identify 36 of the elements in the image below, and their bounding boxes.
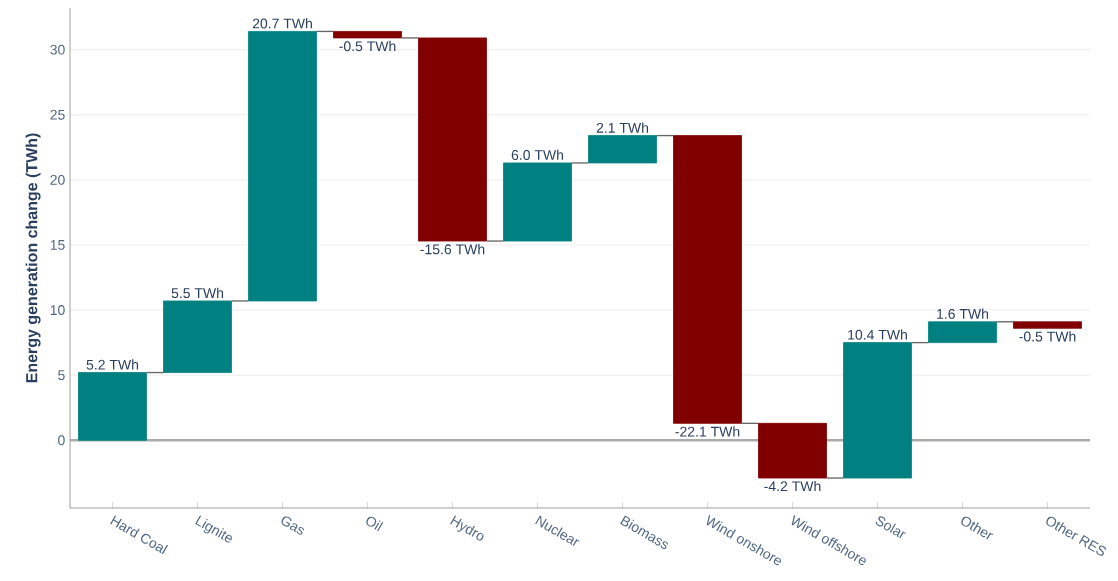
y-tick-label: 25: [50, 109, 65, 120]
y-tick-label: 30: [50, 44, 65, 55]
y-tick-label: 5: [58, 370, 65, 381]
x-tick-label: Solar: [875, 516, 906, 539]
bar: [248, 31, 317, 302]
data-label: 5.2 TWh: [86, 359, 139, 370]
data-label: 1.6 TWh: [937, 308, 989, 319]
y-tick-label: 10: [50, 305, 65, 316]
x-tick-label: Oil: [366, 516, 384, 532]
data-label: 10.4 TWh: [848, 329, 907, 340]
bar: [673, 135, 742, 424]
y-tick-label: 0: [58, 435, 65, 446]
data-label: 2.1 TWh: [596, 122, 649, 133]
bar: [333, 31, 402, 39]
bar: [843, 342, 912, 479]
y-tick-label: 20: [50, 174, 65, 185]
y-axis-title: Energy generation change (TWh): [25, 133, 41, 383]
bar: [758, 422, 827, 479]
data-label: -0.5 TWh: [339, 40, 396, 52]
y-tick-label: 15: [50, 240, 65, 250]
bar: [78, 372, 147, 441]
data-label: 5.5 TWh: [171, 287, 224, 299]
data-label: -22.1 TWh: [675, 426, 740, 437]
bar: [588, 135, 657, 164]
x-tick-label: Gas: [281, 516, 304, 535]
bar: [503, 162, 572, 242]
data-label: -15.6 TWh: [420, 244, 485, 255]
data-label: 6.0 TWh: [511, 149, 564, 161]
data-label: -0.5 TWh: [1019, 331, 1076, 342]
data-label: -4.2 TWh: [764, 480, 821, 492]
x-tick-label: Hard Coal: [110, 515, 168, 555]
bar: [418, 37, 487, 242]
bar: [163, 300, 232, 373]
data-label: 20.7 TWh: [252, 18, 312, 29]
bar: [928, 321, 997, 344]
bar: [1013, 321, 1082, 329]
